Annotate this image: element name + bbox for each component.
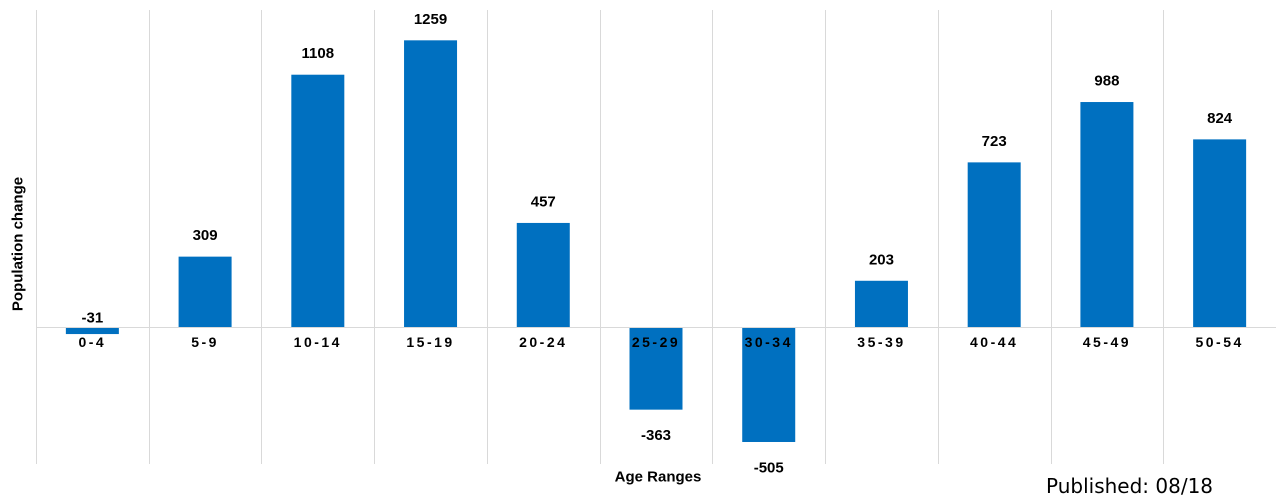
bar-10-14	[291, 74, 345, 327]
data-label: -363	[641, 427, 671, 444]
x-tick-label: 30-34	[745, 334, 793, 350]
published-date: Published: 08/18	[1046, 474, 1214, 498]
x-tick-label: 45-49	[1083, 334, 1131, 350]
bar-5-9	[178, 256, 232, 327]
x-tick-label: 40-44	[970, 334, 1018, 350]
bar-15-19	[404, 40, 458, 328]
bar-0-4	[65, 327, 119, 335]
data-label: -505	[754, 459, 784, 476]
bar-50-54	[1193, 139, 1247, 327]
bar-chart: 0-4 5-9 10-14 15-19 20-24 25-29 30-34 35-39 40-4…	[36, 10, 1276, 476]
data-label: 203	[869, 251, 894, 268]
bar-20-24	[516, 222, 570, 327]
x-tick-label: 0-4	[78, 334, 106, 350]
data-label: 309	[193, 227, 218, 244]
bar-45-49	[1080, 102, 1134, 327]
y-axis-label: Population change	[9, 176, 27, 312]
bar-25-29	[629, 327, 683, 410]
x-tick-label: 25-29	[632, 334, 680, 350]
x-tick-label: 35-39	[857, 334, 905, 350]
data-label: 824	[1207, 110, 1233, 127]
bar-30-34	[742, 327, 796, 442]
x-tick-label: 10-14	[294, 334, 342, 350]
bar-40-44	[967, 162, 1021, 327]
data-label: -31	[82, 310, 104, 327]
x-tick-label: 20-24	[519, 334, 567, 350]
x-tick-label: 5-9	[191, 334, 219, 350]
data-label: 1259	[414, 11, 447, 28]
data-label: 1108	[302, 45, 335, 62]
x-axis-label: Age Ranges	[614, 468, 702, 486]
data-label: 723	[982, 133, 1007, 150]
data-label: 988	[1094, 73, 1119, 90]
x-tick-label: 15-19	[406, 334, 454, 350]
x-tick-label: 50-54	[1195, 334, 1243, 350]
bar-35-39	[854, 280, 908, 327]
data-label: 457	[531, 193, 556, 210]
